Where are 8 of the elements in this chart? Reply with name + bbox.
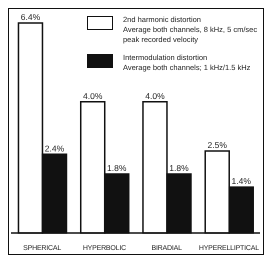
data-label: 2.4% [44,143,65,154]
data-label: 2.5% [208,140,228,150]
data-label: 1.8% [107,162,127,173]
data-label: 4.0% [83,90,103,101]
data-label: 1.4% [232,176,252,186]
data-label: 1.8% [169,162,190,173]
data-label: 6.4% [20,12,41,22]
data-label: 4.0% [145,90,166,101]
